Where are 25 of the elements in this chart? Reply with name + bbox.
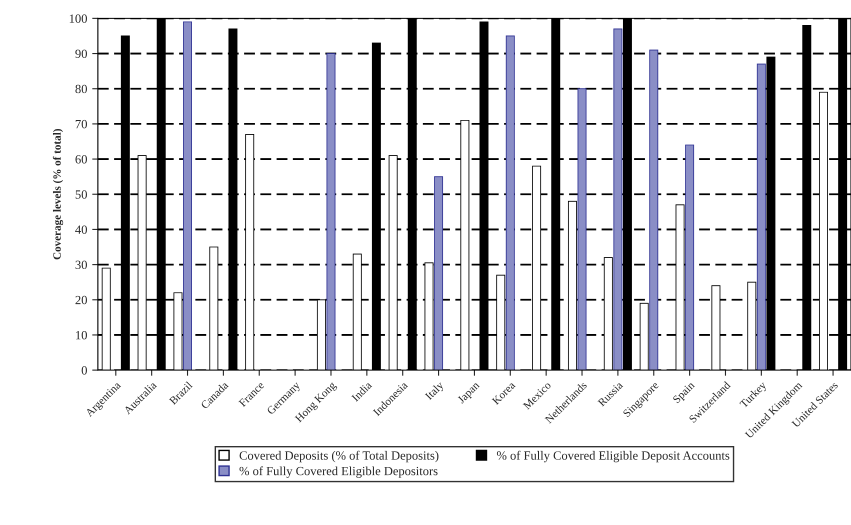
x-tick-label: Italy (424, 380, 446, 402)
y-tick-label: 30 (76, 260, 87, 270)
bar (685, 144, 694, 370)
bar (649, 50, 658, 370)
y-tick-label: 100 (70, 14, 87, 23)
bar (326, 53, 336, 370)
legend-label: Covered Deposits (% of Total Deposits) (240, 450, 438, 462)
bar (183, 21, 192, 370)
y-tick-label: 80 (75, 84, 87, 94)
bar (506, 36, 515, 370)
y-tick-label: 40 (75, 225, 87, 234)
bar (578, 88, 587, 370)
y-tick-label: 70 (76, 120, 87, 128)
y-tick-label: 10 (76, 330, 87, 340)
bar (434, 176, 444, 370)
bar (756, 64, 766, 370)
bar (613, 28, 622, 370)
legend-label: % of Fully Covered Eligible Deposit Accounts (496, 450, 730, 462)
y-tick-label: 50 (76, 190, 87, 199)
legend-label: % of Fully Covered Eligible Depositors (240, 466, 438, 478)
y-axis-title: Coverage levels (% of total) (52, 129, 64, 260)
y-tick-label: 60 (75, 155, 87, 164)
y-tick-label: 90 (75, 50, 87, 58)
y-tick-label: 20 (75, 296, 87, 304)
y-tick-label: 0 (82, 366, 87, 375)
